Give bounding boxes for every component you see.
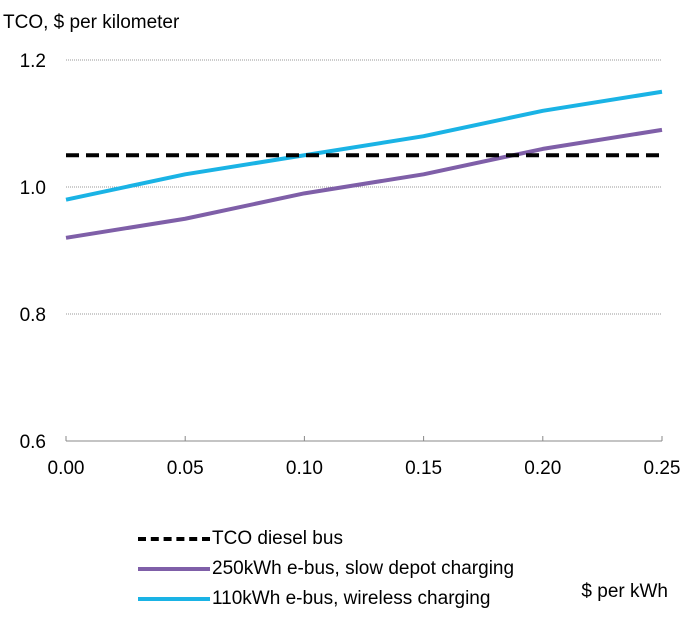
legend-item: 110kWh e-bus, wireless charging <box>138 584 514 614</box>
legend-swatch <box>138 567 210 571</box>
x-axis <box>65 436 663 442</box>
series-line <box>65 89 663 202</box>
y-tick-labels: 0.6 0.8 1.0 1.2 <box>20 51 46 453</box>
y-tick-label: 1.2 <box>20 51 46 72</box>
legend-item: TCO diesel bus <box>138 524 514 554</box>
gridlines <box>66 59 662 315</box>
x-tick-label: 0.15 <box>405 458 442 479</box>
x-tick-label: 0.20 <box>524 458 561 479</box>
y-tick-label: 0.8 <box>20 305 46 326</box>
x-tick-labels: 0.00 0.05 0.10 0.15 0.20 0.25 <box>48 458 681 479</box>
series-line <box>65 127 663 240</box>
x-tick-label: 0.10 <box>286 458 323 479</box>
y-tick-label: 0.6 <box>20 432 46 453</box>
x-tick-label: 0.25 <box>644 458 681 479</box>
y-axis-label: TCO, $ per kilometer <box>3 12 180 33</box>
x-tick-label: 0.05 <box>167 458 204 479</box>
legend-label: 110kWh e-bus, wireless charging <box>212 588 491 609</box>
series-lines <box>65 89 663 240</box>
x-axis-label: $ per kWh <box>581 581 668 602</box>
y-tick-label: 1.0 <box>20 178 46 199</box>
legend-item: 250kWh e-bus, slow depot charging <box>138 554 514 584</box>
legend-swatch <box>138 537 210 541</box>
legend-swatch <box>138 597 210 601</box>
legend-label: TCO diesel bus <box>212 528 343 549</box>
legend: TCO diesel bus 250kWh e-bus, slow depot c… <box>138 524 514 614</box>
legend-label: 250kWh e-bus, slow depot charging <box>212 558 515 579</box>
x-tick-label: 0.00 <box>48 458 85 479</box>
